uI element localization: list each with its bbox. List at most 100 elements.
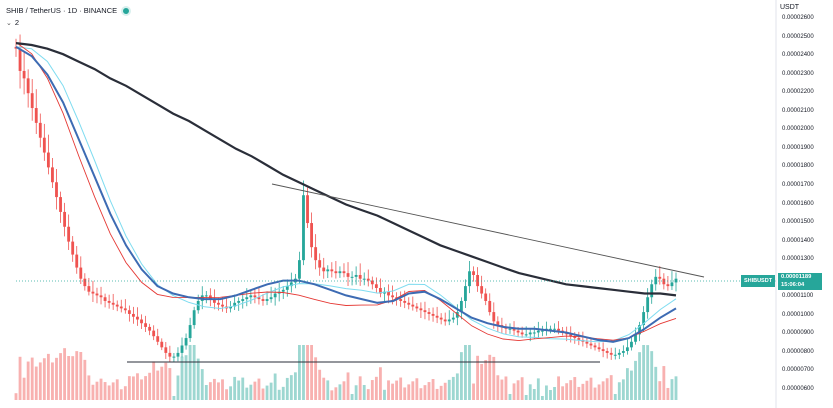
volume-bar <box>298 345 301 400</box>
candle-body <box>192 310 196 326</box>
candle-body <box>322 267 326 272</box>
volume-bar <box>338 384 342 400</box>
volume-bar <box>553 387 556 400</box>
volume-bar <box>492 356 496 400</box>
volume-bar <box>46 353 50 400</box>
candle-body <box>407 302 411 305</box>
candle-body <box>346 273 350 277</box>
volume-bar <box>184 355 188 400</box>
candle-body <box>528 332 532 335</box>
volume-bar <box>318 369 322 400</box>
chart-title: SHIB / TetherUS · 1D · BINANCE <box>6 6 118 15</box>
volume-bar <box>601 381 605 400</box>
volume-bar <box>237 380 241 400</box>
volume-bar <box>51 362 54 400</box>
price-tick-label: 0.00001600 <box>782 200 814 207</box>
volume-bar <box>528 384 532 400</box>
candle-body <box>334 271 338 274</box>
price-tick-label: 0.00001300 <box>782 256 814 263</box>
candle-body <box>451 317 455 320</box>
candle-body <box>350 276 354 278</box>
candle-body <box>245 297 249 300</box>
candle-body <box>136 316 139 320</box>
volume-bar <box>326 380 330 400</box>
candle-body <box>634 334 637 342</box>
candle-body <box>646 297 650 313</box>
candle-body <box>51 167 54 183</box>
candle-body <box>111 302 115 305</box>
candle-body <box>605 351 609 353</box>
volume-bar <box>362 385 366 400</box>
volume-bar <box>34 366 38 400</box>
volume-bar <box>269 382 273 400</box>
price-unit-label[interactable]: USDT <box>780 4 800 11</box>
candle-body <box>289 282 293 287</box>
volume-bar <box>196 358 200 400</box>
candle-body <box>419 308 423 311</box>
volume-bar <box>654 366 658 400</box>
volume-bar <box>504 376 508 400</box>
candle-body <box>650 284 654 298</box>
volume-bar <box>476 355 480 400</box>
chevron-down-icon[interactable]: ⌄ <box>6 19 12 27</box>
volume-bar <box>152 361 156 400</box>
candle-body <box>26 78 30 94</box>
ma-long-line <box>15 42 677 297</box>
candle-body <box>63 211 67 227</box>
volume-bar <box>609 375 613 400</box>
volume-bar <box>261 388 265 400</box>
volume-bar <box>99 378 103 400</box>
candle-body <box>447 319 451 322</box>
volume-bar <box>585 380 589 400</box>
volume-bar <box>443 382 447 400</box>
volume-bar <box>589 377 593 400</box>
candle-body <box>164 347 168 353</box>
candle-body <box>431 313 435 316</box>
candle-body <box>354 274 358 277</box>
candle-body <box>654 276 658 285</box>
volume-bar <box>204 385 208 400</box>
volume-bar <box>536 378 540 400</box>
price-tick-label: 0.00002100 <box>782 107 814 114</box>
volume-bar <box>136 373 139 400</box>
volume-bar <box>403 387 407 400</box>
volume-bar <box>119 389 123 400</box>
candle-body <box>314 247 318 261</box>
volume-bar <box>561 386 565 400</box>
price-tick-label: 0.00001400 <box>782 237 814 244</box>
volume-bar <box>593 387 597 400</box>
candle-body <box>468 271 471 287</box>
price-tick-label: 0.00002300 <box>782 70 814 77</box>
candle-body <box>306 195 309 224</box>
candle-body <box>666 284 670 287</box>
candle-body <box>617 352 621 355</box>
volume-bar <box>18 356 22 400</box>
volume-bar <box>176 375 180 400</box>
candle-body <box>342 271 346 274</box>
volume-bar <box>516 380 520 400</box>
candle-body <box>427 312 431 314</box>
candle-body <box>273 293 277 298</box>
indicator-toggle[interactable]: ⌄ 2 <box>6 18 19 27</box>
candle-body <box>464 286 467 301</box>
candle-body <box>188 325 192 339</box>
volume-bar <box>617 382 621 400</box>
volume-bar <box>540 396 544 400</box>
volume-bar <box>395 380 399 400</box>
candle-body <box>318 260 322 268</box>
candle-body <box>374 284 378 288</box>
candle-body <box>480 286 484 294</box>
volume-bar <box>322 377 326 400</box>
volume-bar <box>342 381 346 400</box>
volume-bar <box>383 389 386 400</box>
volume-bar <box>75 351 79 400</box>
candle-body <box>459 300 463 313</box>
price-tick-label: 0.00002400 <box>782 52 814 59</box>
candle-body <box>229 306 233 309</box>
volume-bar <box>30 357 34 400</box>
candle-body <box>233 302 237 307</box>
volume-bar <box>310 345 313 400</box>
candle-body <box>95 293 99 296</box>
volume-bar <box>285 377 289 400</box>
